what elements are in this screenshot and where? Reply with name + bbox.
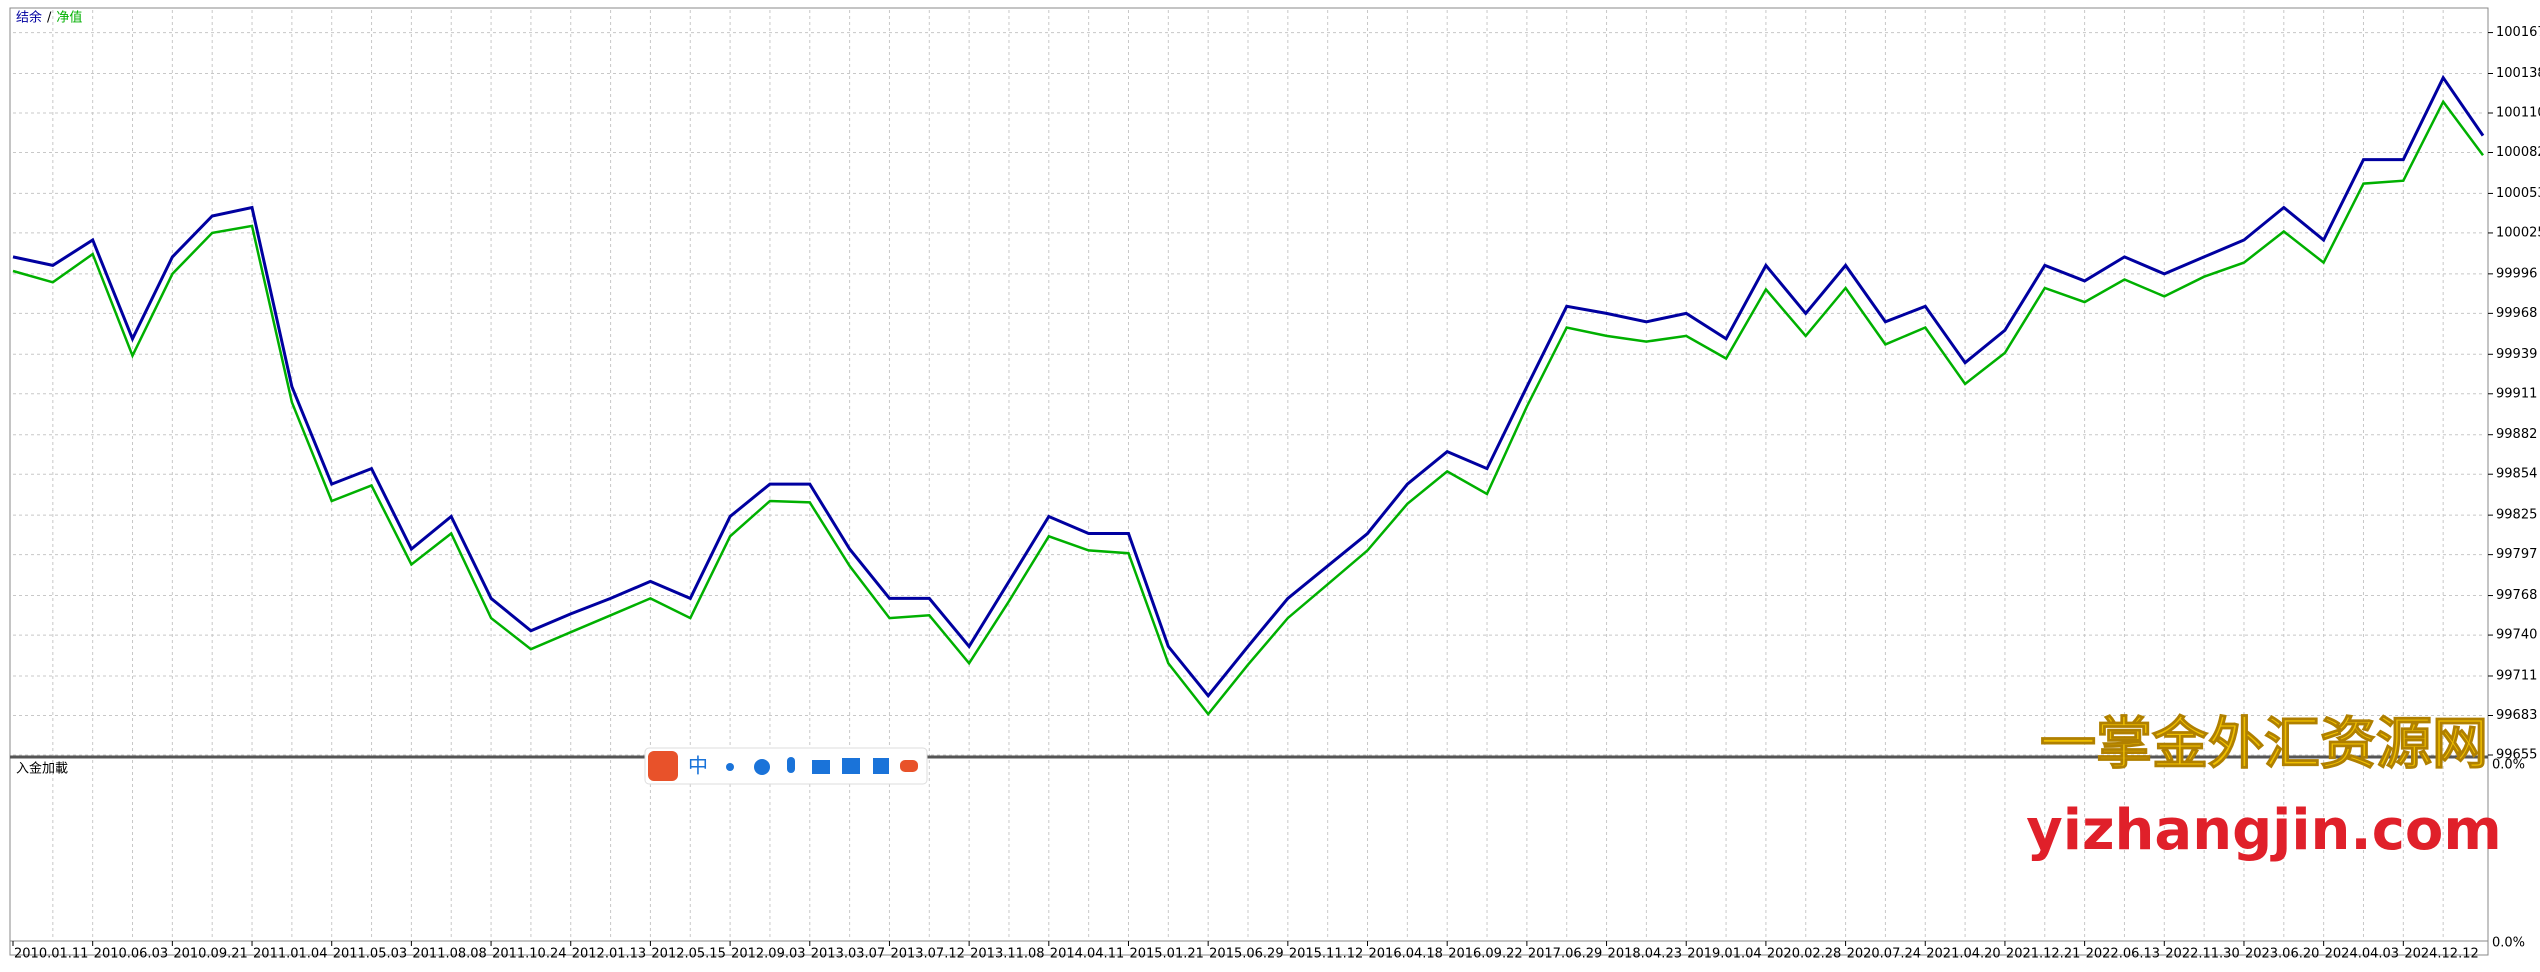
ime-icon[interactable] xyxy=(812,760,830,774)
x-tick-label: 2010.01.11 xyxy=(14,947,88,962)
x-tick-label: 2013.03.07 xyxy=(811,947,885,962)
x-tick-label: 2015.06.29 xyxy=(1209,947,1283,962)
x-tick-label: 2022.11.30 xyxy=(2165,947,2239,962)
x-tick-label: 2015.01.21 xyxy=(1129,947,1203,962)
y-tick-label: 99740 xyxy=(2496,628,2537,643)
x-tick-label: 2022.06.13 xyxy=(2086,947,2160,962)
watermark-title: 一掌金外汇资源网 xyxy=(2040,712,2488,777)
y-tick-label: 100025 xyxy=(2496,225,2540,240)
y-tick-label: 99939 xyxy=(2496,347,2537,362)
x-tick-label: 2014.04.11 xyxy=(1050,947,1124,962)
watermark-url: yizhangjin.com xyxy=(2026,798,2501,863)
y-tick-label: 99711 xyxy=(2496,668,2537,683)
y-tick-label: 100053 xyxy=(2496,186,2540,201)
ime-icon[interactable] xyxy=(726,763,734,771)
y-tick-label: 0.0% xyxy=(2492,758,2525,773)
frame xyxy=(9,7,2489,956)
x-tick-label: 2012.09.03 xyxy=(731,947,805,962)
x-tick-label: 2021.04.20 xyxy=(1926,947,2000,962)
series-line xyxy=(12,99,2485,717)
y-tick-label: 99655 xyxy=(2496,748,2537,763)
y-tick-label: 0.0% xyxy=(2492,936,2525,951)
y-tick-label: 99683 xyxy=(2496,708,2537,723)
x-tick-label: 2015.11.12 xyxy=(1289,947,1363,962)
y-tick-label: 99797 xyxy=(2496,547,2537,562)
x-tick-label: 2024.12.12 xyxy=(2404,947,2478,962)
ime-icon[interactable] xyxy=(900,760,918,772)
ime-icon[interactable] xyxy=(873,758,889,774)
y-tick-label: 100167 xyxy=(2496,25,2540,40)
y-tick-label: 100138 xyxy=(2496,66,2540,81)
ime-icon[interactable] xyxy=(754,759,770,775)
x-tick-label: 2024.04.03 xyxy=(2325,947,2399,962)
x-tick-label: 2023.06.20 xyxy=(2245,947,2319,962)
x-tick-label: 2011.10.24 xyxy=(492,947,566,962)
series-line xyxy=(12,74,2485,699)
legend-entry: 结余 xyxy=(16,10,42,26)
y-tick-label: 99825 xyxy=(2496,508,2537,523)
ime-icon[interactable] xyxy=(787,757,795,773)
x-tick-label: 2018.04.23 xyxy=(1608,947,1682,962)
x-tick-label: 2021.12.21 xyxy=(2006,947,2080,962)
x-tick-label: 2011.05.03 xyxy=(333,947,407,962)
x-tick-label: 2020.02.28 xyxy=(1767,947,1841,962)
x-tick-label: 2020.07.24 xyxy=(1847,947,1921,962)
x-tick-label: 2011.01.04 xyxy=(253,947,327,962)
legend-separator: / xyxy=(47,11,52,26)
ime-icon[interactable] xyxy=(842,758,860,774)
x-tick-label: 2013.07.12 xyxy=(890,947,964,962)
y-tick-label: 99768 xyxy=(2496,588,2537,603)
x-tick-label: 2012.05.15 xyxy=(651,947,725,962)
x-tick-label: 2010.06.03 xyxy=(94,947,168,962)
x-tick-label: 2017.06.29 xyxy=(1528,947,1602,962)
panel-title: 入金加載 xyxy=(16,761,68,777)
x-tick-label: 2016.09.22 xyxy=(1448,947,1522,962)
legend-entry: 净值 xyxy=(56,10,82,26)
x-tick-label: 2010.09.21 xyxy=(173,947,247,962)
y-tick-label: 99882 xyxy=(2496,427,2537,442)
y-tick-label: 100110 xyxy=(2496,106,2540,121)
y-tick-label: 100082 xyxy=(2496,145,2540,160)
y-tick-label: 99968 xyxy=(2496,306,2537,321)
ime-toolbar: 中 xyxy=(644,747,928,785)
x-tick-label: 2013.11.08 xyxy=(970,947,1044,962)
x-tick-label: 2016.04.18 xyxy=(1369,947,1443,962)
x-tick-label: 2011.08.08 xyxy=(412,947,486,962)
ime-mode[interactable]: 中 xyxy=(688,754,708,778)
y-tick-label: 99911 xyxy=(2496,386,2537,401)
ime-logo xyxy=(648,751,678,781)
y-tick-label: 99854 xyxy=(2496,467,2537,482)
x-tick-label: 2019.01.04 xyxy=(1687,947,1761,962)
ime-bar xyxy=(644,747,928,785)
y-tick-label: 99996 xyxy=(2496,266,2537,281)
x-tick-label: 2012.01.13 xyxy=(572,947,646,962)
